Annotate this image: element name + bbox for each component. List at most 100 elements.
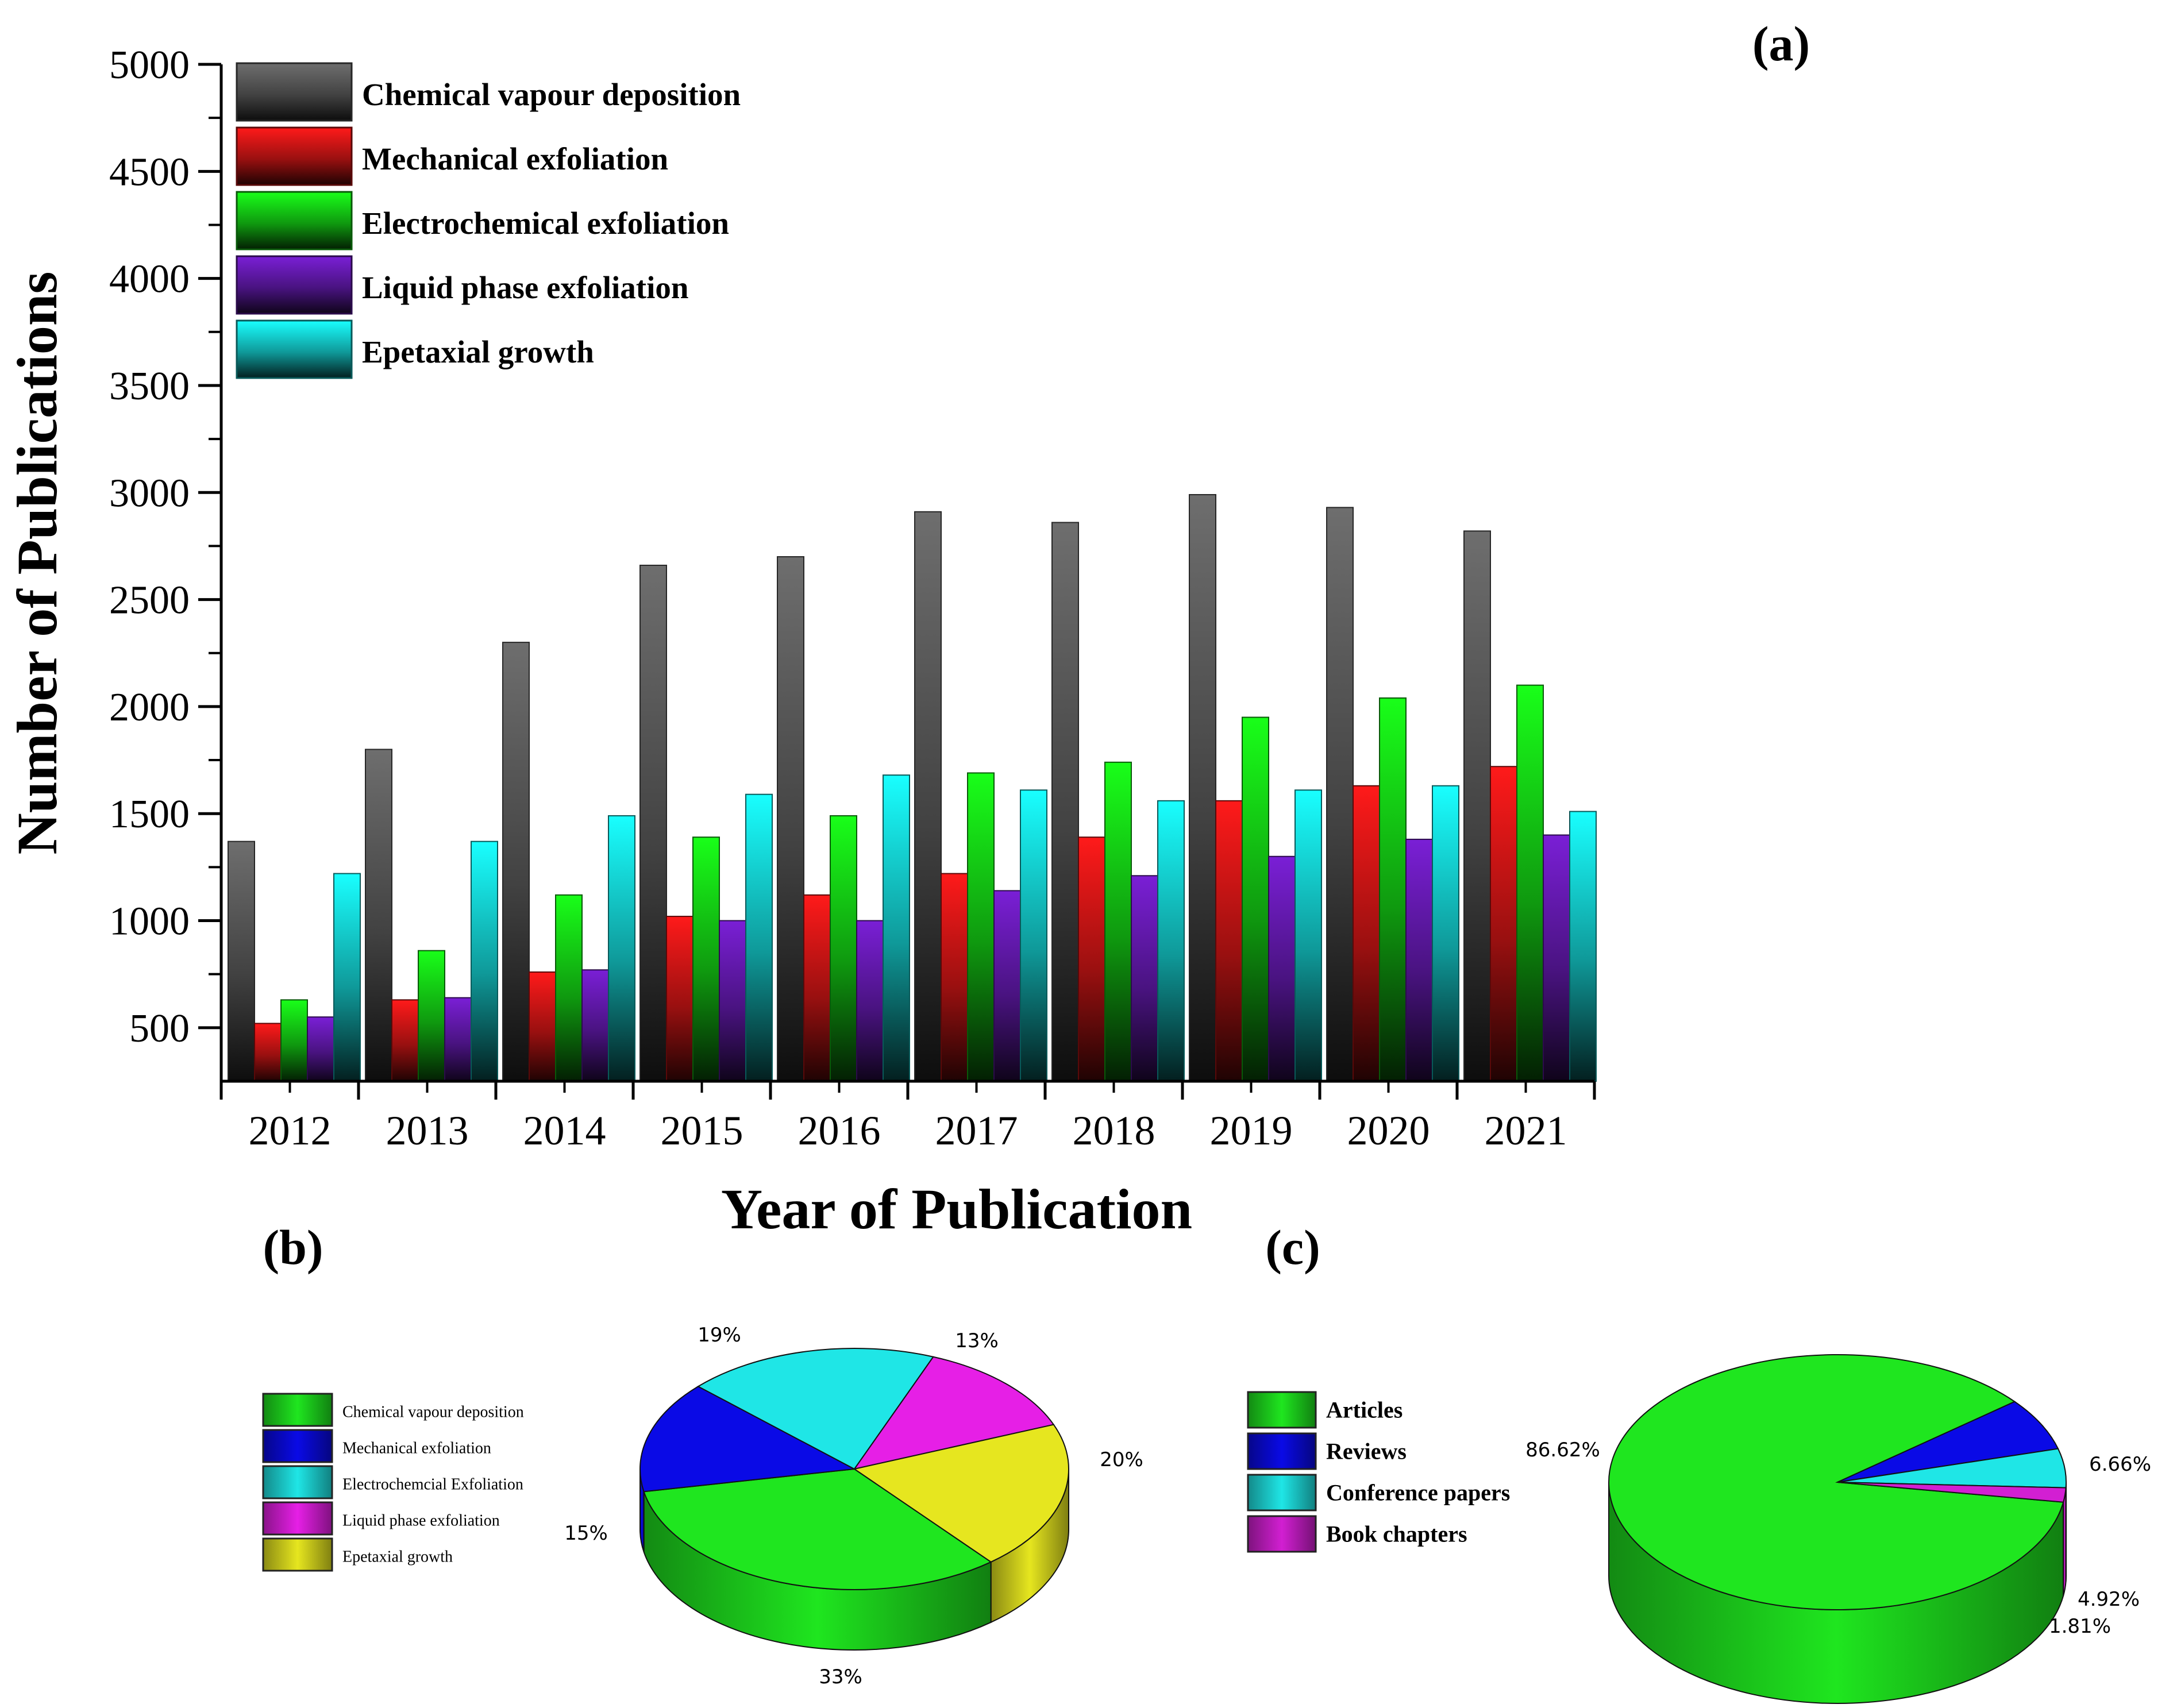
bar-2012-series-5 <box>333 873 361 1082</box>
bar-2021-series-5 <box>1569 811 1597 1082</box>
bar-2018-series-3 <box>1104 761 1132 1082</box>
bar-2021-series-1 <box>1463 530 1491 1082</box>
bar-2019-series-3 <box>1242 716 1269 1082</box>
x-tick-label: 2021 <box>1485 1108 1567 1154</box>
bar-2013-series-5 <box>471 840 498 1082</box>
pie-legend-label: Chemical vapour deposition <box>342 1403 524 1421</box>
bar-2021-series-2 <box>1490 766 1517 1082</box>
legend-label: Liquid phase exfoliation <box>362 270 688 305</box>
x-tick-label: 2014 <box>523 1108 606 1154</box>
pie-legend-item-3: Conference papers <box>1247 1474 1510 1512</box>
legend-item-5: Epetaxial growth <box>236 319 594 379</box>
pie-chart-panel-c: (c) Articles Reviews Conference papers Book… <box>1247 1220 2151 1704</box>
pie-c-legend: Articles Reviews Conference papers Book cha… <box>1247 1391 1510 1553</box>
pie-legend-swatch <box>1247 1474 1317 1512</box>
legend-item-2: Mechanical exfoliation <box>236 126 668 186</box>
pie-slice-label: 13% <box>955 1329 999 1352</box>
y-tick-label: 4000 <box>109 257 190 302</box>
pie-legend-swatch <box>1247 1432 1317 1470</box>
pie-slice-label: 15% <box>564 1522 608 1545</box>
pie-legend-swatch <box>262 1429 333 1463</box>
bar-2018-series-1 <box>1051 522 1079 1082</box>
bar-2017-series-3 <box>967 772 995 1082</box>
y-tick-label: 2500 <box>109 579 190 623</box>
legend-item-4: Liquid phase exfoliation <box>236 255 688 315</box>
pie-slice-label: 4.92% <box>2078 1588 2140 1611</box>
bar-group-2018 <box>1051 522 1185 1082</box>
bar-2018-series-4 <box>1131 875 1158 1082</box>
pie-legend-item-2: Reviews <box>1247 1432 1407 1470</box>
bar-2019-series-4 <box>1268 855 1296 1082</box>
x-tick-label: 2013 <box>386 1108 469 1154</box>
bar-2020-series-5 <box>1432 785 1459 1082</box>
bar-2018-series-2 <box>1078 836 1105 1082</box>
x-tick-label: 2018 <box>1073 1108 1155 1154</box>
legend-item-1: Chemical vapour deposition <box>236 62 741 122</box>
bar-2021-series-3 <box>1516 684 1544 1082</box>
bar-2015-series-1 <box>639 564 667 1082</box>
pie-slice-2 <box>639 1386 857 1493</box>
bar-2017-series-2 <box>941 873 968 1082</box>
x-axis-title: Year of Publication <box>721 1177 1192 1241</box>
bar-2012-series-2 <box>254 1023 282 1082</box>
pie-slice-label: 6.66% <box>2089 1453 2151 1476</box>
bar-series-group <box>228 493 1597 1082</box>
pie-legend-item-4: Liquid phase exfoliation <box>262 1501 500 1536</box>
bar-2013-series-2 <box>391 999 419 1082</box>
bar-2016-series-2 <box>803 894 831 1082</box>
pie-slice-1 <box>1608 1354 2064 1610</box>
bar-2014-series-1 <box>502 642 530 1082</box>
pie-legend-item-4: Book chapters <box>1247 1515 1467 1553</box>
pie-legend-label: Articles <box>1326 1397 1403 1423</box>
bar-2015-series-4 <box>719 920 746 1082</box>
x-tick-label: 2012 <box>249 1108 332 1154</box>
pie-legend-swatch <box>1247 1391 1317 1429</box>
bar-2017-series-1 <box>914 511 942 1082</box>
bar-2016-series-3 <box>830 815 857 1082</box>
pie-chart-panel-b: (b) Chemical vapour deposition Mechanical… <box>262 1220 1143 1688</box>
bar-group-2012 <box>228 840 361 1082</box>
bar-2014-series-3 <box>555 894 583 1082</box>
legend-swatch <box>236 255 353 315</box>
pie-top <box>1608 1354 2067 1610</box>
pie-side-4 <box>2063 1487 2067 1597</box>
pie-slice-label: 20% <box>1100 1448 1143 1471</box>
pie-legend-item-2: Mechanical exfoliation <box>262 1429 491 1463</box>
y-tick-label: 1500 <box>109 792 190 836</box>
pie-slice-5 <box>853 1424 1070 1563</box>
pie-legend-label: Epetaxial growth <box>342 1548 453 1566</box>
legend-label: Mechanical exfoliation <box>362 141 668 176</box>
panel-b-label: (b) <box>263 1220 323 1275</box>
pie-slice-4 <box>853 1356 1055 1470</box>
bar-2012-series-3 <box>280 999 308 1082</box>
pie-legend-item-3: Electrochemcial Exfoliation <box>262 1465 523 1499</box>
legend-label: Chemical vapour deposition <box>362 77 741 112</box>
pie-slice-label: 19% <box>698 1324 741 1347</box>
legend-swatch <box>236 319 353 379</box>
bar-2013-series-1 <box>365 749 392 1082</box>
pie-legend-label: Liquid phase exfoliation <box>342 1512 500 1529</box>
pie-c: 86.62% 6.66% 4.92% 1.81% <box>1525 1354 2151 1704</box>
bar-2016-series-1 <box>777 556 804 1082</box>
pie-slice-4 <box>1837 1482 2067 1503</box>
pie-slice-3 <box>697 1348 934 1470</box>
pie-legend-swatch <box>1247 1515 1317 1553</box>
bar-2013-series-3 <box>418 950 445 1082</box>
legend-label: Epetaxial growth <box>362 334 594 369</box>
x-tick-label: 2017 <box>935 1108 1018 1154</box>
bar-2012-series-4 <box>307 1016 334 1082</box>
bar-2016-series-5 <box>883 774 910 1082</box>
legend-item-3: Electrochemical exfoliation <box>236 191 729 250</box>
pie-legend-item-1: Articles <box>1247 1391 1403 1429</box>
bar-2014-series-5 <box>608 815 635 1082</box>
bar-2014-series-2 <box>529 971 556 1082</box>
bar-group-2014 <box>502 642 635 1082</box>
bar-group-2017 <box>914 511 1047 1082</box>
y-tick-label: 2000 <box>109 685 190 730</box>
x-tick-label: 2016 <box>798 1108 881 1154</box>
pie-legend-label: Book chapters <box>1326 1521 1467 1547</box>
bar-2017-series-4 <box>993 890 1021 1082</box>
bar-group-2015 <box>639 564 773 1082</box>
